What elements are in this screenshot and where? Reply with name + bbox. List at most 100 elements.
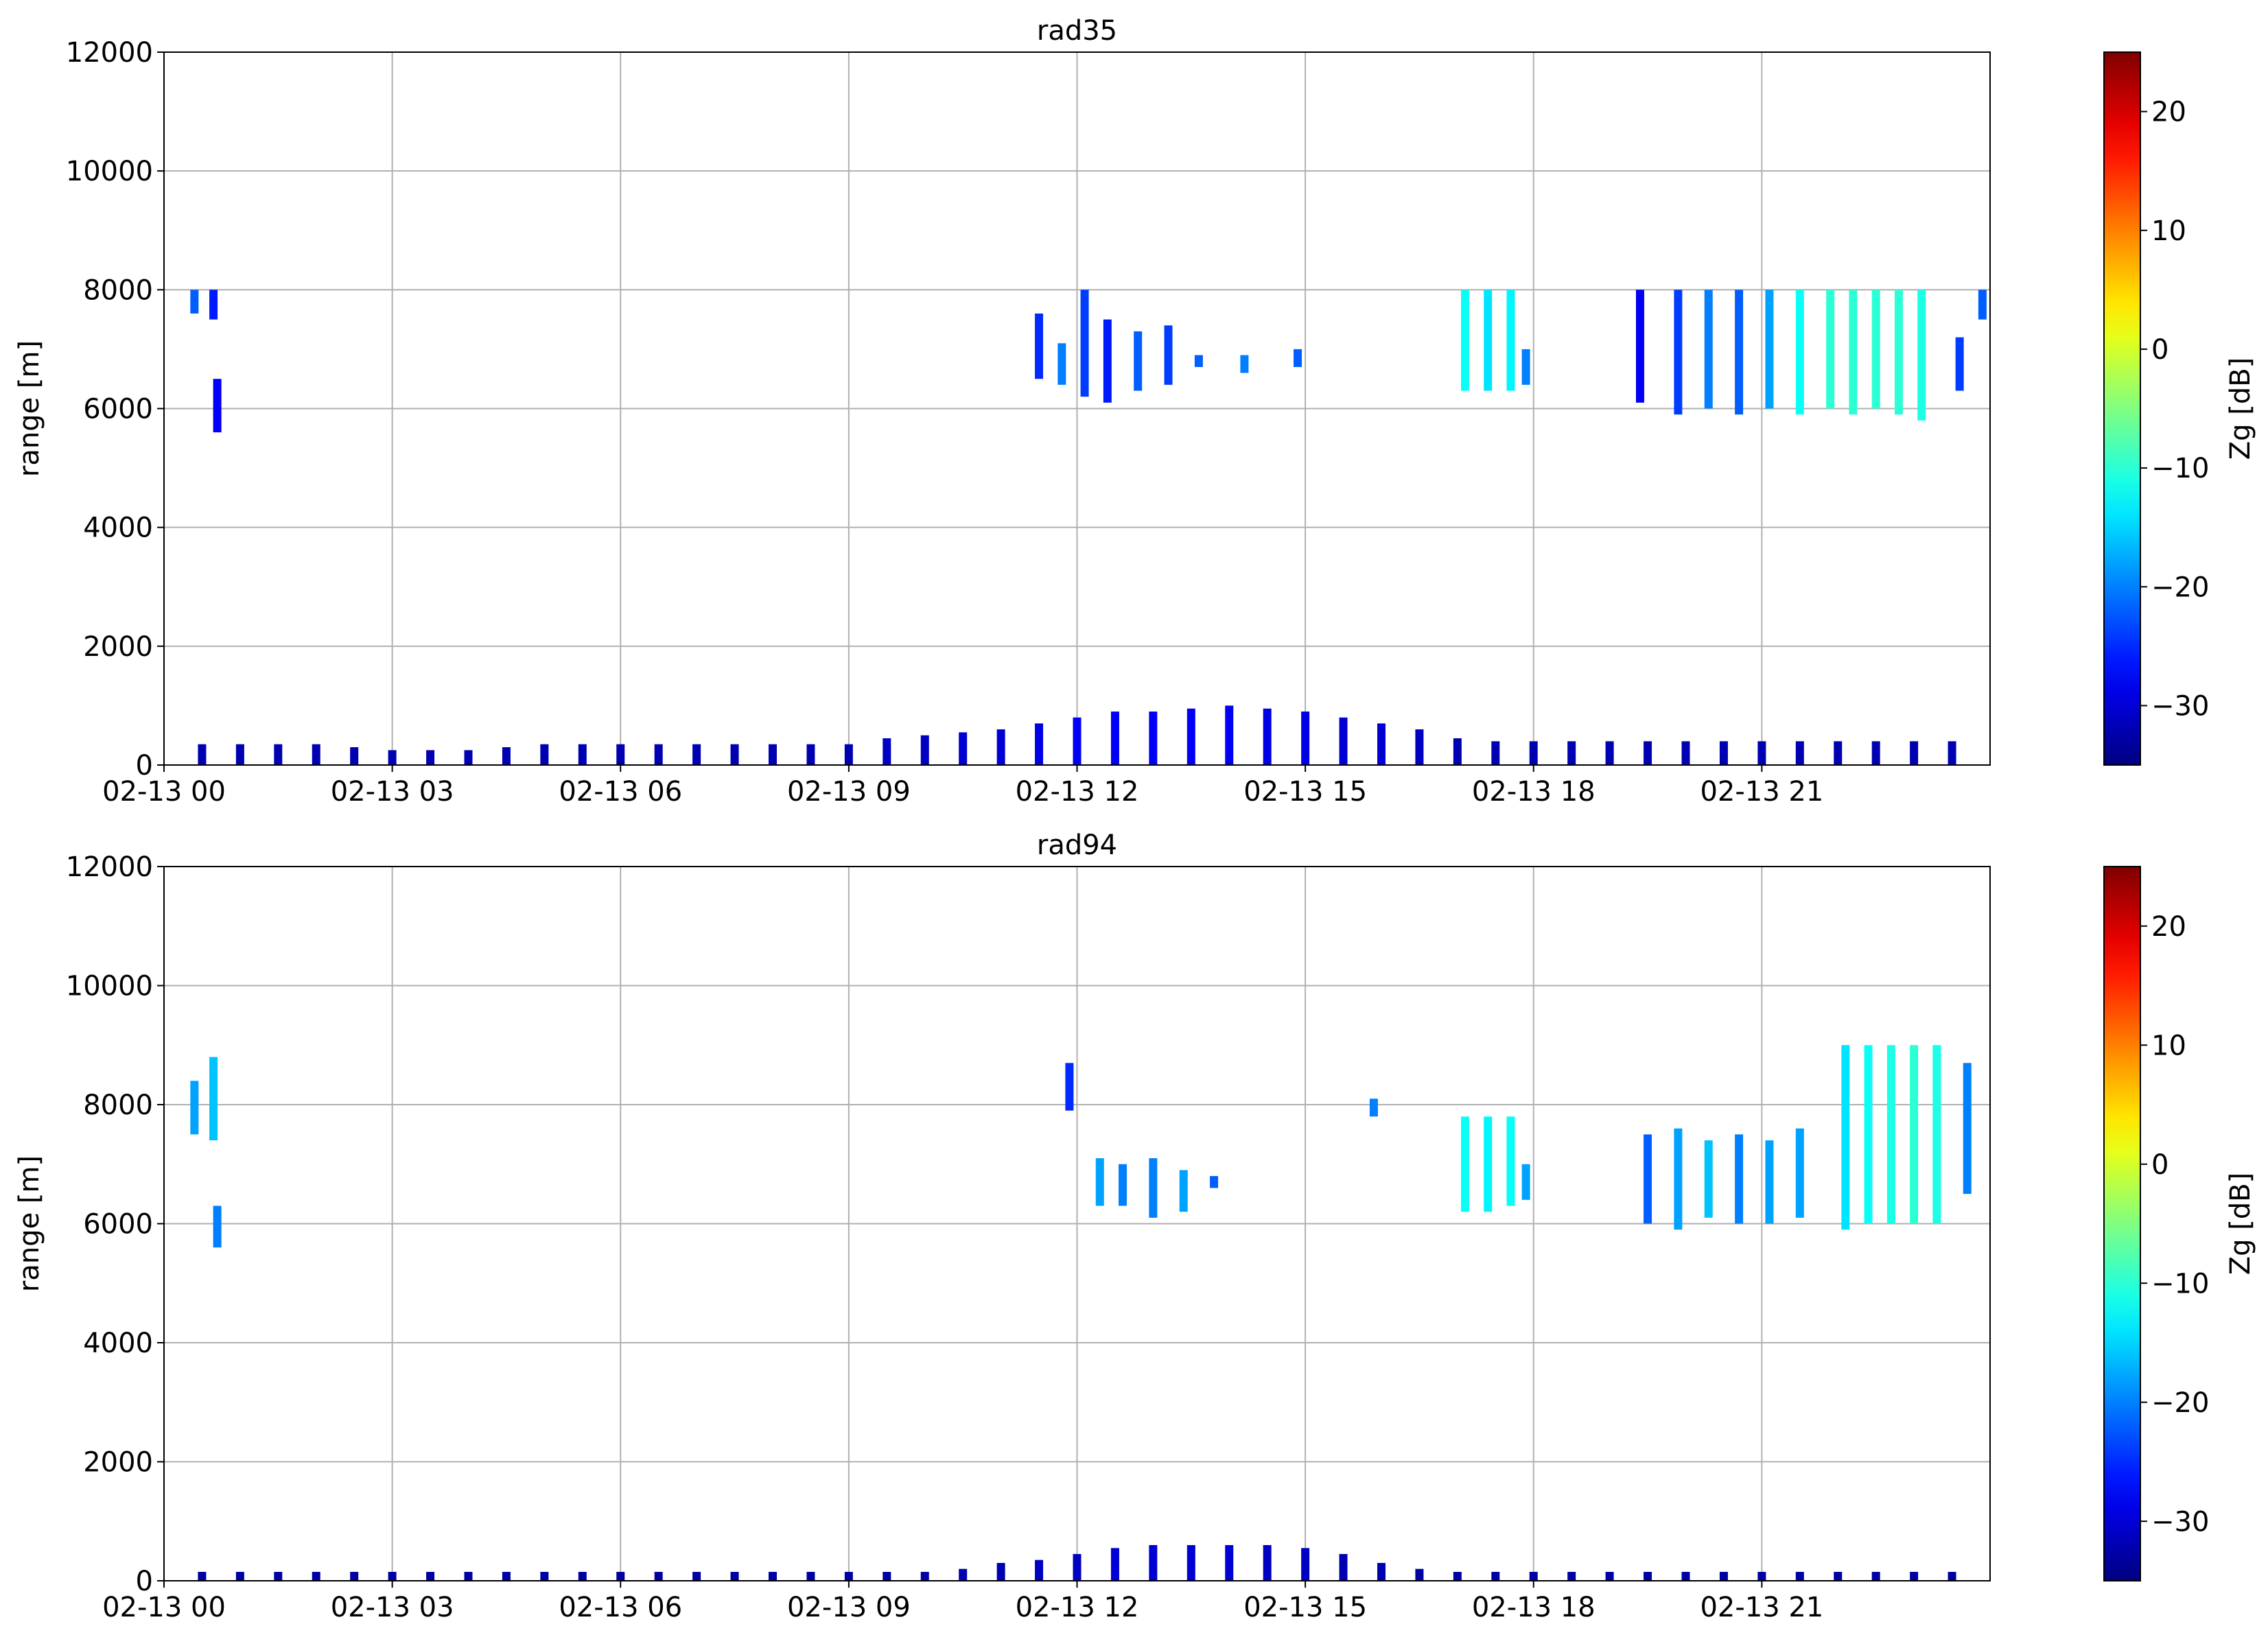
y-tick-label: 8000 <box>83 274 153 306</box>
y-tick-label: 12000 <box>66 37 153 69</box>
cell <box>388 750 397 765</box>
colorbar <box>2103 51 2141 766</box>
cell <box>1917 290 1926 421</box>
cell <box>1095 1158 1104 1206</box>
cell <box>1377 1562 1386 1581</box>
cell <box>1506 1116 1515 1206</box>
cell <box>1765 290 1774 409</box>
cell <box>1377 723 1386 765</box>
colorbar-tick-label: 10 <box>2151 1030 2186 1061</box>
y-tick-label: 10000 <box>66 156 153 187</box>
cell <box>996 1562 1005 1581</box>
cell <box>1795 1571 1804 1581</box>
cell <box>1110 1548 1119 1581</box>
colorbar-tick-label: −30 <box>2151 690 2209 722</box>
cell <box>190 290 199 314</box>
x-tick-label: 02-13 15 <box>1243 1592 1367 1623</box>
cell <box>1149 1158 1158 1218</box>
cell <box>1073 1553 1082 1581</box>
cell <box>1065 1063 1074 1111</box>
cell <box>1225 705 1234 765</box>
x-tick-label: 02-13 21 <box>1700 776 1823 808</box>
cell <box>1871 1571 1880 1581</box>
cell <box>1681 1571 1690 1581</box>
cell <box>920 1571 929 1581</box>
cell <box>806 744 815 765</box>
cell <box>1529 1571 1538 1581</box>
colorbar-tick-label: 20 <box>2151 911 2186 943</box>
cell <box>1826 290 1835 409</box>
cell <box>235 1571 244 1581</box>
cell <box>844 744 853 765</box>
cell <box>692 744 701 765</box>
cell <box>1635 290 1644 403</box>
cell <box>1186 1544 1195 1581</box>
cell <box>1240 355 1249 373</box>
y-tick-label: 8000 <box>83 1090 153 1121</box>
cell <box>769 1571 777 1581</box>
cell <box>213 379 222 433</box>
cell <box>959 732 968 765</box>
plot-frame <box>163 866 1991 1581</box>
colorbar-tick-label: −10 <box>2151 1268 2209 1299</box>
plot-frame <box>163 51 1991 766</box>
cell <box>1453 738 1462 765</box>
x-tick-label: 02-13 12 <box>1016 776 1139 808</box>
cell <box>1110 711 1119 765</box>
cell <box>540 744 549 765</box>
x-tick-label: 02-13 00 <box>102 776 226 808</box>
y-tick-label: 12000 <box>66 851 153 883</box>
cell <box>1149 1544 1158 1581</box>
cell <box>1460 1116 1469 1212</box>
cell <box>1301 1548 1310 1581</box>
x-tick-label: 02-13 21 <box>1700 1592 1823 1623</box>
y-tick-label: 0 <box>136 750 153 781</box>
cell <box>1186 708 1195 765</box>
cell <box>1795 741 1804 765</box>
cell <box>350 747 359 765</box>
cell <box>1674 290 1683 415</box>
cell <box>844 1571 853 1581</box>
x-tick-label: 02-13 06 <box>559 776 682 808</box>
cell <box>1834 741 1843 765</box>
x-tick-label: 02-13 09 <box>787 1592 911 1623</box>
cell <box>1119 1164 1127 1206</box>
x-tick-label: 02-13 00 <box>102 1592 226 1623</box>
cell <box>1605 1571 1614 1581</box>
colorbar-tick-label: −10 <box>2151 453 2209 484</box>
x-tick-label: 02-13 06 <box>559 1592 682 1623</box>
y-axis-label: range [m] <box>14 340 45 477</box>
cell <box>312 1571 320 1581</box>
cell <box>1415 729 1424 765</box>
cell <box>1735 290 1744 415</box>
cell <box>1035 723 1044 765</box>
cell <box>1453 1571 1462 1581</box>
cell <box>1567 1571 1576 1581</box>
x-tick-label: 02-13 18 <box>1472 1592 1595 1623</box>
cell <box>1149 711 1158 765</box>
cell <box>1035 313 1044 379</box>
x-tick-label: 02-13 15 <box>1243 776 1367 808</box>
cell <box>209 1057 218 1141</box>
cell <box>730 744 739 765</box>
y-tick-label: 2000 <box>83 1447 153 1479</box>
cell <box>312 744 320 765</box>
cell <box>1704 290 1713 409</box>
cell <box>1506 290 1515 391</box>
cell <box>1910 1045 1919 1224</box>
cell <box>502 747 511 765</box>
cell <box>190 1081 199 1135</box>
colorbar <box>2103 866 2141 1581</box>
cell <box>1415 1568 1424 1581</box>
cell <box>769 744 777 765</box>
cell <box>1491 1571 1500 1581</box>
cell <box>1735 1134 1744 1224</box>
cell <box>350 1571 359 1581</box>
cell <box>1210 1176 1219 1188</box>
chart-title: rad94 <box>1037 830 1117 861</box>
cell <box>1948 741 1956 765</box>
colorbar-tick-label: −20 <box>2151 1387 2209 1419</box>
colorbar-tick-label: 10 <box>2151 215 2186 247</box>
cell <box>1978 290 1987 320</box>
cell <box>198 744 207 765</box>
